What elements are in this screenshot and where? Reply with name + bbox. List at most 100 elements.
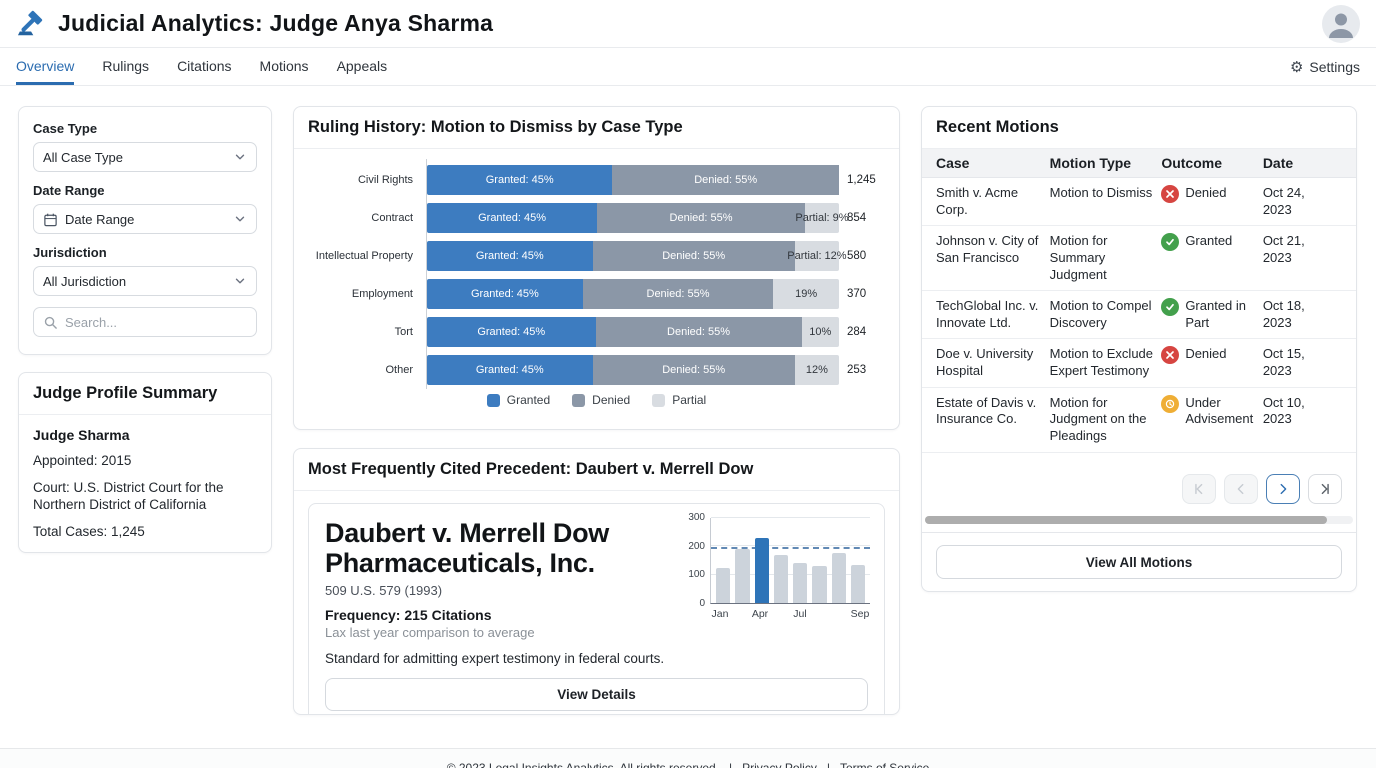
citations-mini-chart: 300 200 100 0 Jan Apr Jul Sep: [684, 513, 870, 620]
case-cell: Estate of Davis v. Insurance Co.: [936, 394, 1037, 427]
ruling-history-title: Ruling History: Motion to Dismiss by Cas…: [294, 107, 899, 149]
motion-cell: Motion for Judgment on the Pleadings: [1049, 394, 1147, 443]
scrollbar-thumb[interactable]: [925, 516, 1328, 524]
legend-label: Partial: [672, 393, 707, 407]
previous-page-icon: [1237, 483, 1244, 495]
granted-segment: Granted: 45%: [427, 355, 593, 385]
motion-cell: Motion to Compel Discovery: [1049, 298, 1152, 330]
chevron-down-icon: [235, 154, 245, 160]
partial-segment: Partial: 12%: [787, 241, 847, 271]
table-row: Johnson v. City of San Francisco Motion …: [922, 226, 1356, 292]
privacy-policy-link[interactable]: Privacy Policy: [742, 761, 817, 768]
outcome-text: Granted in Part: [1185, 298, 1247, 330]
jurisdiction-select[interactable]: All Jurisdiction: [33, 266, 257, 296]
last-page-button[interactable]: [1308, 474, 1342, 504]
tab-motions[interactable]: Motions: [259, 58, 309, 74]
denied-segment: Denied: 55%: [592, 355, 795, 385]
granted-segment: Granted: 45%: [427, 317, 596, 347]
search-input[interactable]: [65, 314, 247, 330]
judge-name: Judge Sharma: [33, 427, 130, 443]
legend-denied: Denied: [572, 393, 630, 407]
x-circle-icon: [1161, 185, 1180, 203]
date-cell: Oct 21, 2023: [1262, 233, 1305, 265]
middle-column: Ruling History: Motion to Dismiss by Cas…: [293, 106, 900, 729]
date-cell: Oct 15, 2023: [1262, 346, 1305, 378]
outcome-cell: Granted: [1161, 233, 1263, 252]
tab-appeals[interactable]: Appeals: [336, 58, 388, 74]
case-cell: Doe v. University Hospital: [936, 346, 1034, 378]
settings-button[interactable]: ⚙ Settings: [1290, 48, 1360, 85]
y-axis-line: [426, 159, 427, 389]
previous-page-button[interactable]: [1224, 474, 1258, 504]
motions-table-header: Case Motion Type Outcome Date: [922, 149, 1356, 178]
outcome-cell: Under Advisement: [1161, 394, 1263, 428]
view-all-motions-button[interactable]: View All Motions: [936, 545, 1342, 579]
next-page-icon: [1280, 483, 1287, 495]
outcome-cell: Granted in Part: [1161, 298, 1263, 331]
precedent-card-title: Most Frequently Cited Precedent: Daubert…: [294, 449, 899, 491]
partial-segment: 19%: [773, 279, 839, 309]
motion-cell: Motion to Dismiss: [1049, 185, 1153, 200]
app-header: Judicial Analytics: Judge Anya Sharma: [0, 0, 1376, 48]
column-header-outcome: Outcome: [1161, 155, 1222, 171]
date-range-select[interactable]: Date Range: [33, 204, 257, 234]
date-range-label: Date Range: [33, 183, 105, 198]
xtick-label: Jul: [793, 608, 807, 620]
category-label: Intellectual Property: [315, 249, 413, 262]
precedent-detail: Daubert v. Merrell Dow Pharmaceuticals, …: [308, 503, 885, 714]
denied-segment: Denied: 55%: [597, 203, 805, 233]
citation-bar: [773, 554, 788, 603]
first-page-button[interactable]: [1182, 474, 1216, 504]
nav-bar: Overview Rulings Citations Motions Appea…: [0, 48, 1376, 86]
category-label: Tort: [394, 325, 413, 338]
case-type-select[interactable]: All Case Type: [33, 142, 257, 172]
legend-partial: Partial: [652, 393, 706, 407]
citation-bar: [754, 537, 769, 603]
clock-icon: [1161, 394, 1180, 413]
denied-segment: Denied: 55%: [592, 241, 795, 271]
column-header-date: Date: [1262, 155, 1294, 171]
precedent-description: Standard for admitting expert testimony …: [325, 651, 665, 667]
right-column: Recent Motions Case Motion Type Outcome …: [921, 106, 1357, 729]
xtick-label: Jan: [711, 608, 729, 620]
category-label: Employment: [351, 287, 413, 300]
outcome-cell: Denied: [1161, 185, 1263, 203]
terms-of-service-link[interactable]: Terms of Service: [839, 761, 930, 768]
horizontal-scrollbar: [925, 516, 1353, 524]
outcome-text: Under Advisement: [1185, 394, 1254, 427]
x-circle-icon: [1161, 346, 1180, 365]
next-page-button[interactable]: [1266, 474, 1300, 504]
partial-segment: 10%: [801, 317, 839, 347]
chevron-down-icon: [235, 216, 245, 222]
xtick-label: Sep: [850, 608, 870, 620]
settings-label: Settings: [1309, 58, 1360, 75]
tab-rulings[interactable]: Rulings: [102, 58, 150, 74]
outcome-text: Denied: [1185, 185, 1227, 200]
granted-segment: Granted: 45%: [427, 203, 598, 233]
chart-row-civil-rights: Civil Rights Granted: 45% Denied: 55% 1,…: [308, 165, 885, 195]
judge-profile-card: Judge Profile Summary Judge Sharma Appoi…: [18, 372, 272, 553]
footer-separator: |: [729, 761, 733, 768]
jurisdiction-label: Jurisdiction: [33, 245, 107, 260]
judge-profile-title: Judge Profile Summary: [19, 373, 271, 415]
precedent-citation: 509 U.S. 579 (1993): [325, 583, 443, 599]
user-avatar[interactable]: [1322, 4, 1360, 43]
first-page-icon: [1195, 483, 1203, 495]
table-row: TechGlobal Inc. v. Innovate Ltd. Motion …: [922, 291, 1356, 340]
tab-citations[interactable]: Citations: [177, 58, 232, 74]
judge-total-cases: Total Cases: 1,245: [33, 523, 145, 539]
partial-segment: Partial: 9%: [795, 203, 849, 233]
left-column: Case Type All Case Type Date Range Date …: [18, 106, 272, 729]
granted-swatch: [486, 393, 500, 407]
row-total: 580: [847, 250, 867, 262]
view-details-button[interactable]: View Details: [325, 678, 868, 712]
row-total: 854: [847, 212, 867, 224]
outcome-text: Granted: [1185, 233, 1233, 249]
case-cell: TechGlobal Inc. v. Innovate Ltd.: [936, 298, 1039, 330]
filters-card: Case Type All Case Type Date Range Date …: [18, 106, 272, 355]
recent-motions-title: Recent Motions: [922, 107, 1356, 149]
legend-label: Granted: [506, 393, 551, 407]
tab-overview[interactable]: Overview: [16, 48, 75, 85]
last-page-icon: [1321, 483, 1329, 495]
case-type-label: Case Type: [33, 121, 98, 136]
